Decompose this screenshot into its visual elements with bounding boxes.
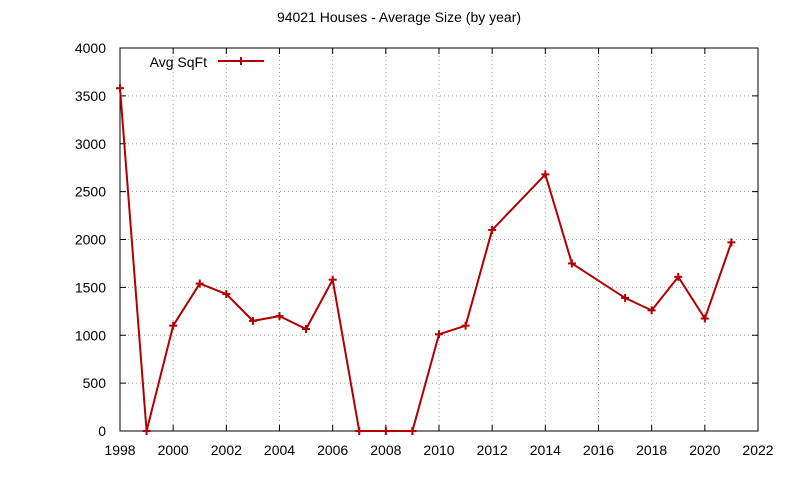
data-point (488, 225, 497, 234)
x-tick-label: 2002 (211, 442, 242, 458)
x-tick-label: 2000 (158, 442, 189, 458)
data-point (275, 312, 284, 321)
legend: Avg SqFt (150, 54, 264, 70)
y-tick-label: 500 (83, 375, 107, 391)
data-point (408, 427, 417, 435)
data-point (302, 325, 311, 334)
data-point (222, 290, 231, 299)
data-point (700, 314, 709, 323)
grid-lines (120, 48, 758, 431)
data-point (169, 321, 178, 330)
plot-border (119, 47, 759, 432)
data-point (381, 427, 390, 435)
data-point (142, 427, 151, 435)
x-tick-label: 2022 (742, 442, 773, 458)
x-tick-label: 2010 (423, 442, 454, 458)
data-point (567, 259, 576, 268)
x-tick-label: 2018 (636, 442, 667, 458)
axes: 1998 2000 2002 2004 2006 2008 2010 2012 2014 2016… (75, 40, 774, 458)
y-tick-label: 4000 (75, 40, 106, 56)
data-point (461, 321, 470, 330)
y-tick-label: 0 (98, 423, 106, 439)
x-tick-label: 2016 (583, 442, 614, 458)
y-tick-label: 1000 (75, 327, 106, 343)
data-point (355, 427, 364, 435)
x-tick-label: 2004 (264, 442, 295, 458)
data-point (674, 272, 683, 281)
chart-title: 94021 Houses - Average Size (by year) (277, 9, 521, 25)
y-tick-label: 2000 (75, 232, 106, 248)
x-tick-label: 1998 (104, 442, 135, 458)
data-point (116, 84, 124, 93)
y-tick-label: 1500 (75, 279, 106, 295)
y-tick-label: 3000 (75, 136, 106, 152)
x-tick-label: 2008 (370, 442, 401, 458)
x-tick-label: 2020 (689, 442, 720, 458)
data-point (621, 293, 630, 302)
y-tick-label: 3500 (75, 88, 106, 104)
series-line-avg-sqft (119, 88, 733, 432)
x-tick-label: 2012 (477, 442, 508, 458)
legend-label-avg-sqft: Avg SqFt (150, 54, 207, 70)
data-point (727, 238, 736, 247)
series-layer (116, 84, 736, 435)
x-tick-label: 2006 (317, 442, 348, 458)
data-point (248, 316, 257, 325)
data-point (647, 306, 656, 315)
data-point (195, 279, 204, 288)
data-point (328, 275, 337, 284)
y-tick-label: 2500 (75, 184, 106, 200)
data-point (435, 330, 443, 339)
x-tick-label: 2014 (530, 442, 561, 458)
data-point (541, 170, 550, 179)
